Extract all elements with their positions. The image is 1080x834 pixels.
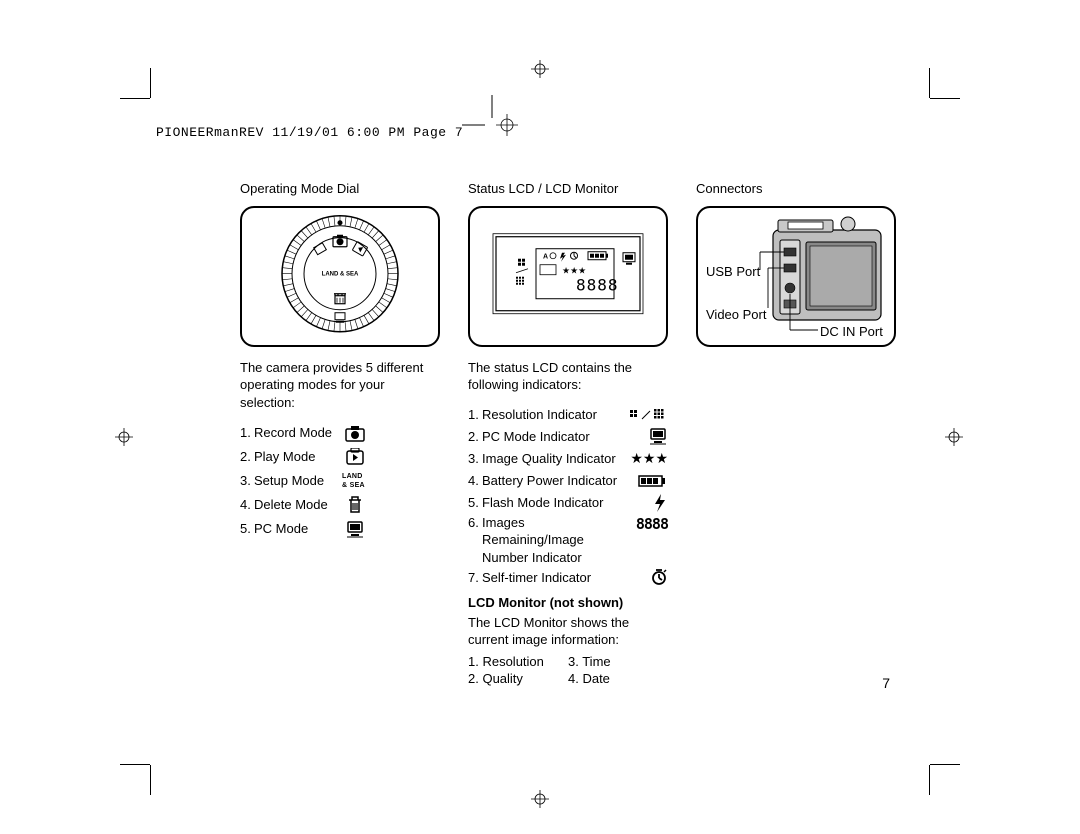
content-area: Operating Mode Dial xyxy=(240,180,900,688)
battery-icon xyxy=(628,474,668,488)
list-item: 2. PC Mode Indicator xyxy=(468,426,668,448)
indicator-list: 1. Resolution Indicator 2. PC Mode Indic… xyxy=(468,404,668,589)
crop-mark xyxy=(120,764,150,765)
svg-text:8888: 8888 xyxy=(576,276,619,295)
trash-icon xyxy=(342,495,368,515)
crop-mark xyxy=(120,98,150,99)
counter-icon: 8888 xyxy=(628,514,668,534)
column-operating-mode: Operating Mode Dial xyxy=(240,180,440,688)
column-connectors: Connectors xyxy=(696,180,896,688)
list-item: 3. Setup Mode LAND & SEA xyxy=(240,469,440,493)
col1-title: Operating Mode Dial xyxy=(240,180,440,198)
page-number: 7 xyxy=(882,675,890,691)
header-crop-mark xyxy=(462,95,522,160)
dc-port-label: DC IN Port xyxy=(820,323,883,341)
list-item: 5. PC Mode xyxy=(240,517,440,541)
list-item: 1. Record Mode xyxy=(240,421,440,445)
svg-text:A: A xyxy=(543,254,548,261)
camera-icon xyxy=(342,424,368,442)
col3-title: Connectors xyxy=(696,180,896,198)
page: PIONEERmanREV 11/19/01 6:00 PM Page 7 Op… xyxy=(155,75,925,765)
flash-icon xyxy=(628,493,668,513)
list-item: 3. Image Quality Indicator ★★★ xyxy=(468,448,668,470)
svg-text:★★★: ★★★ xyxy=(562,266,586,276)
camera-diagram: USB Port Video Port DC IN Port xyxy=(696,206,896,347)
video-port-label: Video Port xyxy=(706,306,766,324)
play-icon xyxy=(342,448,368,466)
crop-mark xyxy=(929,68,930,98)
registration-mark xyxy=(945,428,963,446)
lcd-monitor-items: 1. Resolution 2. Quality 3. Time 4. Date xyxy=(468,653,668,688)
col1-desc: The camera provides 5 different operatin… xyxy=(240,359,440,412)
list-item: 6. Images Remaining/Image Number Indicat… xyxy=(468,514,668,567)
crop-mark xyxy=(930,764,960,765)
col2-title: Status LCD / LCD Monitor xyxy=(468,180,668,198)
landsea-icon: LAND & SEA xyxy=(342,472,368,491)
print-header: PIONEERmanREV 11/19/01 6:00 PM Page 7 xyxy=(156,125,463,140)
stars-icon: ★★★ xyxy=(628,449,668,468)
lcd-monitor-desc: The LCD Monitor shows the current image … xyxy=(468,614,668,649)
list-item: 4. Delete Mode xyxy=(240,493,440,517)
crop-mark xyxy=(150,68,151,98)
dial-diagram: LAND & SEA xyxy=(240,206,440,347)
col2-desc: The status LCD contains the following in… xyxy=(468,359,668,394)
pc-icon xyxy=(342,520,368,538)
timer-icon xyxy=(628,568,668,586)
crop-mark xyxy=(150,765,151,795)
list-item: 7. Self-timer Indicator xyxy=(468,566,668,588)
registration-mark xyxy=(531,790,549,808)
mode-list: 1. Record Mode 2. Play Mode 3. Setup Mod… xyxy=(240,421,440,541)
usb-port-label: USB Port xyxy=(706,263,760,281)
crop-mark xyxy=(929,765,930,795)
lcd-diagram: A ★★★ 8888 xyxy=(468,206,668,347)
lcd-monitor-heading: LCD Monitor (not shown) xyxy=(468,594,668,612)
crop-mark xyxy=(930,98,960,99)
pc-icon xyxy=(628,428,668,446)
list-item: 5. Flash Mode Indicator xyxy=(468,492,668,514)
list-item: 1. Resolution Indicator xyxy=(468,404,668,426)
column-status-lcd: Status LCD / LCD Monitor A xyxy=(468,180,668,688)
resolution-icon xyxy=(628,408,668,422)
svg-text:LAND & SEA: LAND & SEA xyxy=(322,272,359,278)
list-item: 4. Battery Power Indicator xyxy=(468,470,668,492)
registration-mark xyxy=(115,428,133,446)
list-item: 2. Play Mode xyxy=(240,445,440,469)
